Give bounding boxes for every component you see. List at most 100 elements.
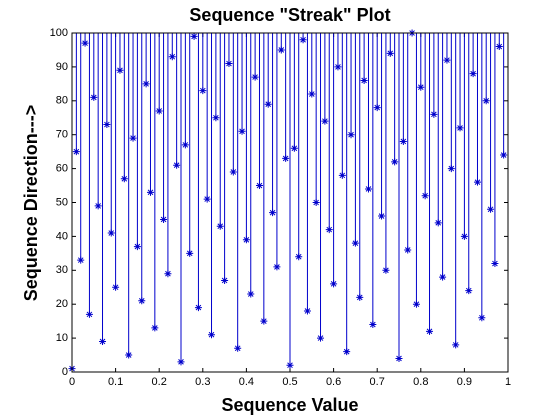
y-tick-label: 100 [50,27,68,39]
marker [482,97,490,105]
x-axis-label: Sequence Value [221,395,358,415]
marker [286,361,294,369]
marker [299,36,307,44]
marker [260,317,268,325]
x-tick-label: 0.2 [152,376,167,388]
marker [434,219,442,227]
x-tick-label: 0.1 [108,376,123,388]
marker [351,239,359,247]
marker [116,66,124,74]
marker [456,124,464,132]
marker [177,358,185,366]
marker [391,158,399,166]
x-tick-label: 0.7 [370,376,385,388]
y-tick-label: 70 [56,129,68,141]
marker [199,87,207,95]
marker [469,70,477,78]
marker [208,331,216,339]
y-tick-label: 80 [56,95,68,107]
marker [443,56,451,64]
y-tick-label: 10 [56,332,68,344]
plot-frame [71,32,509,373]
marker [255,182,263,190]
marker [364,185,372,193]
marker [430,110,438,118]
marker [290,144,298,152]
marker [238,127,246,135]
x-tick-label: 0.8 [413,376,428,388]
y-tick-label: 40 [56,230,68,242]
x-tick-label: 0.4 [239,376,254,388]
marker [460,232,468,240]
chart-title: Sequence "Streak" Plot [189,5,390,25]
marker [186,249,194,257]
marker [129,134,137,142]
marker [426,327,434,335]
marker [155,107,163,115]
marker [164,270,172,278]
marker [190,32,198,40]
marker [373,104,381,112]
marker [107,229,115,237]
marker [212,114,220,122]
marker [360,76,368,84]
marker [347,131,355,139]
marker [325,226,333,234]
marker [421,192,429,200]
marker [338,171,346,179]
marker [478,314,486,322]
y-tick-label: 50 [56,196,68,208]
x-tick-label: 0 [69,376,75,388]
marker [487,205,495,213]
marker [181,141,189,149]
y-tick-label: 90 [56,61,68,73]
marker [221,276,229,284]
marker [369,321,377,329]
marker [146,188,154,196]
marker [312,199,320,206]
marker [203,195,211,203]
marker [112,283,120,291]
marker [282,154,290,162]
marker [382,266,390,274]
marker [90,93,98,101]
marker [194,304,202,312]
x-tick-label: 0.9 [457,376,472,388]
marker [412,300,420,308]
x-tick-label: 0.5 [282,376,297,388]
marker [173,161,181,169]
x-tick-label: 0.3 [195,376,210,388]
marker [495,43,503,51]
marker [308,90,316,98]
y-axis-label: Sequence Direction---> [21,105,41,302]
y-tick-label: 20 [56,298,68,310]
marker [395,354,403,362]
marker [343,348,351,356]
marker [473,178,481,186]
marker [264,100,272,108]
marker [103,121,111,129]
marker [160,215,168,223]
marker [491,260,499,268]
marker [77,256,85,264]
marker [330,280,338,288]
marker [120,175,128,183]
marker [273,263,281,271]
marker [133,243,141,251]
marker [99,337,107,345]
marker [277,46,285,54]
marker [81,39,89,47]
marker [216,222,224,230]
marker [247,290,255,298]
marker [269,209,277,217]
marker [447,165,455,173]
marker [242,236,250,244]
marker [229,168,237,176]
marker [168,53,176,61]
marker [465,287,473,295]
marker [125,351,133,359]
marker [295,253,303,261]
marker [399,137,407,145]
